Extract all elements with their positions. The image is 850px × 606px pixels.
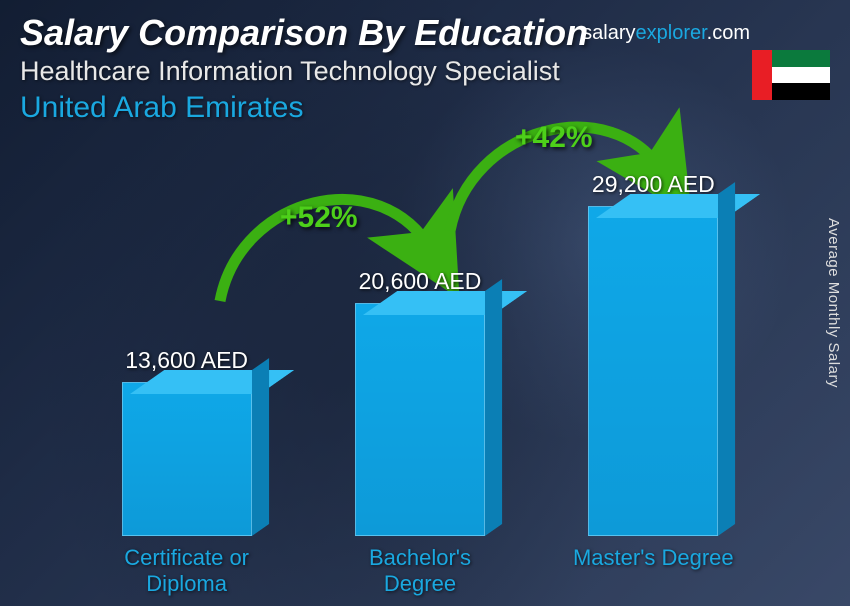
flag-stripes [772, 50, 830, 100]
bar [355, 303, 485, 536]
bars-container: 13,600 AED 20,600 AED 29,200 AED [70, 136, 770, 536]
bar-label: Bachelor's Degree [330, 545, 510, 596]
bar-label: Master's Degree [563, 545, 743, 596]
brand-prefix: salary [582, 22, 635, 44]
brand-accent: explorer [636, 22, 707, 44]
chart-subtitle: Healthcare Information Technology Specia… [20, 56, 830, 87]
bar-group: 13,600 AED [97, 347, 277, 536]
bar-front-face [355, 303, 485, 536]
flag-stripe-mid [772, 67, 830, 84]
bar-side-face [252, 358, 269, 536]
flag-stripe-top [772, 50, 830, 67]
flag-icon [752, 50, 830, 100]
bar-front-face [588, 206, 718, 536]
bar [588, 206, 718, 536]
chart-location: United Arab Emirates [20, 91, 830, 125]
flag-stripe-bot [772, 83, 830, 100]
bar-side-face [718, 182, 735, 536]
bar-side-face [485, 279, 502, 536]
bar-chart: +52% +42% 13,600 AED20,600 AED29,200 AED… [70, 136, 770, 606]
bar-group: 29,200 AED [563, 171, 743, 536]
bar-front-face [122, 382, 252, 536]
brand-logo: salaryexplorer.com [582, 22, 750, 45]
flag-hoist [752, 50, 772, 100]
bar [122, 382, 252, 536]
y-axis-label: Average Monthly Salary [825, 218, 842, 388]
bar-group: 20,600 AED [330, 268, 510, 536]
brand-suffix: .com [707, 22, 750, 44]
bar-label: Certificate or Diploma [97, 545, 277, 596]
labels-container: Certificate or Diploma Bachelor's Degree M… [70, 545, 770, 596]
